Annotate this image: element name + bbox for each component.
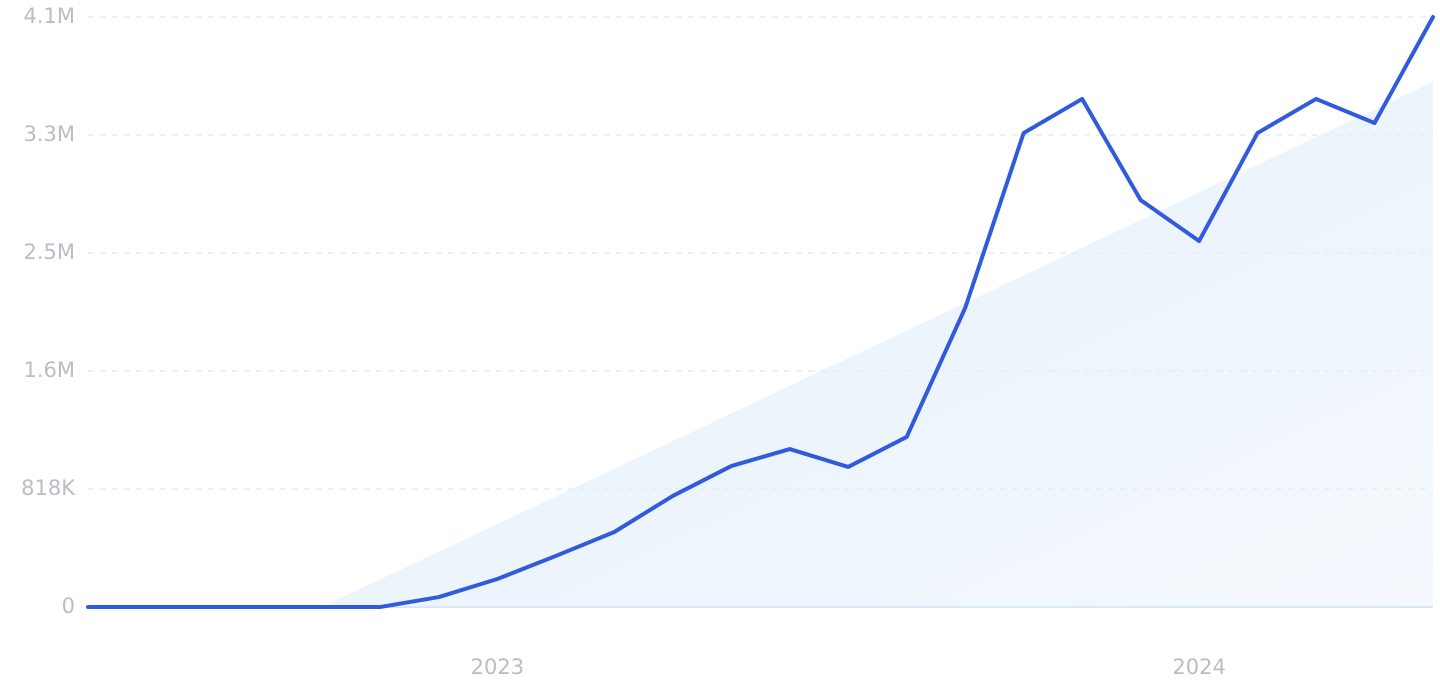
y-tick-label: 818K (21, 476, 76, 500)
y-tick-label: 2.5M (23, 240, 75, 264)
labels: 0 818K 1.6M 2.5M 3.3M 4.1M 2023 2024 (21, 4, 1226, 679)
x-tick-label: 2023 (471, 655, 524, 679)
data-line (86, 15, 1435, 609)
y-tick-label: 0 (62, 594, 75, 618)
y-tick-label: 1.6M (23, 358, 75, 382)
trend-area (321, 81, 1433, 607)
line-layer (86, 15, 1435, 609)
y-tick-label: 4.1M (23, 4, 75, 28)
y-tick-label: 3.3M (23, 122, 75, 146)
x-tick-label: 2024 (1172, 655, 1225, 679)
trend-layer (321, 81, 1433, 607)
